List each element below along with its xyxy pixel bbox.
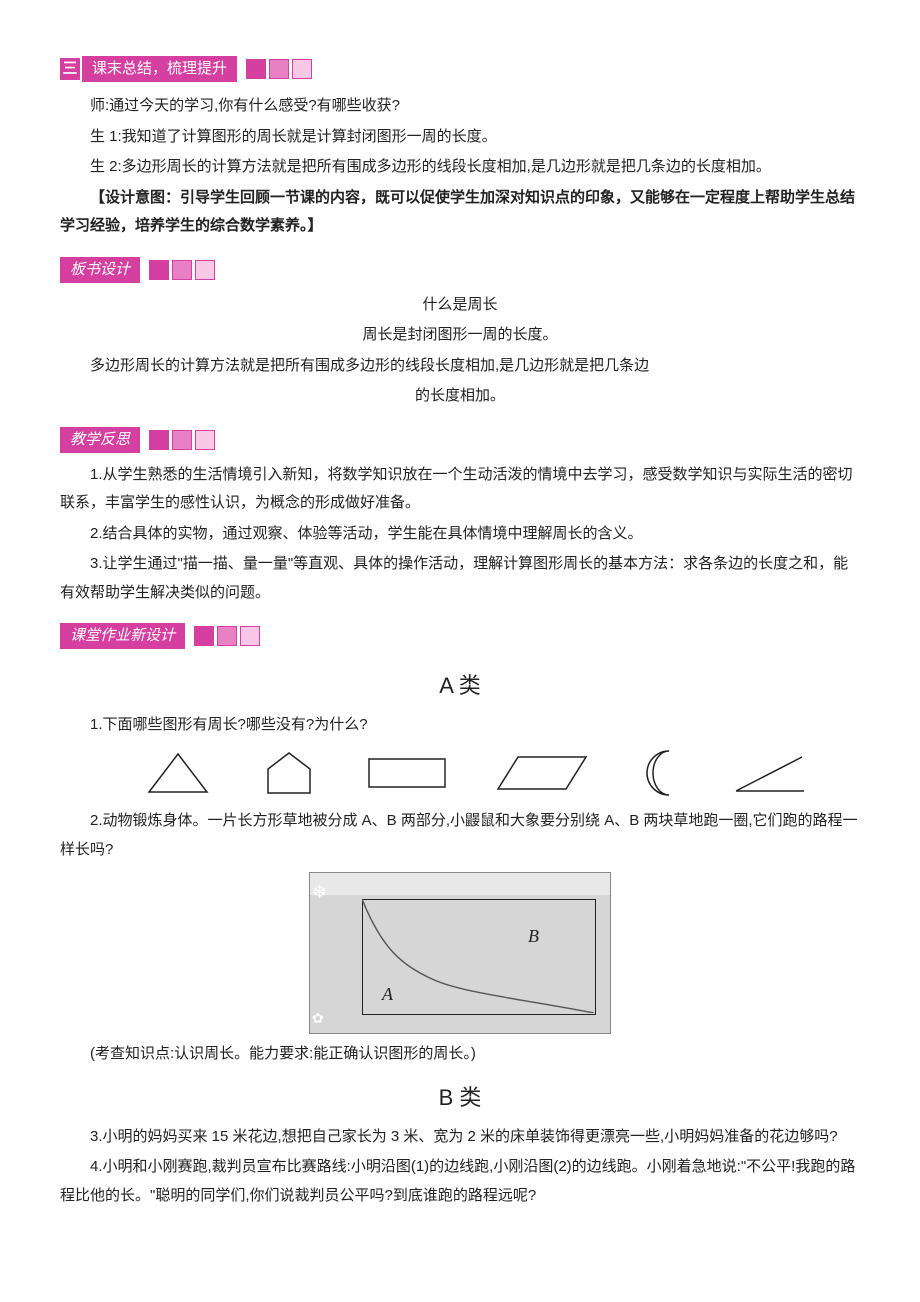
question-1: 1.下面哪些图形有周长?哪些没有?为什么? — [60, 711, 860, 740]
question-4: 4.小明和小刚赛跑,裁判员宣布比赛路线:小明沿图(1)的边线跑,小刚沿图(2)的… — [60, 1153, 860, 1210]
q2-diagram: ❄ ✿ A B — [309, 872, 611, 1034]
mini-header-reflection: 教学反思 — [60, 427, 215, 453]
mini-trail — [146, 260, 215, 280]
question-3: 3.小明的妈妈买来 15 米花边,想把自己家长为 3 米、宽为 2 米的床单装饰… — [60, 1123, 860, 1152]
dialog-s2: 生 2:多边形周长的计算方法就是把所有围成多边形的线段长度相加,是几边形就是把几… — [60, 153, 860, 182]
board-line2: 多边形周长的计算方法就是把所有围成多边形的线段长度相加,是几边形就是把几条边 — [60, 352, 860, 381]
board-line3: 的长度相加。 — [60, 382, 860, 411]
plant-icon: ✿ — [312, 1005, 324, 1032]
dialog-teacher: 师:通过今天的学习,你有什么感受?有哪些收获? — [60, 92, 860, 121]
section-header-summary: 三 课末总结，梳理提升 — [60, 56, 312, 82]
mini-label: 教学反思 — [60, 427, 140, 453]
reflection-p3: 3.让学生通过"描一描、量一量"等直观、具体的操作活动，理解计算图形周长的基本方… — [60, 550, 860, 607]
q2-diagram-wrap: ❄ ✿ A B — [60, 872, 860, 1034]
plant-icon: ❄ — [312, 875, 327, 909]
reflection-p2: 2.结合具体的实物，通过观察、体验等活动，学生能在具体情境中理解周长的含义。 — [60, 520, 860, 549]
design-note: 【设计意图：引导学生回顾一节课的内容，既可以促使学生加深对知识点的印象，又能够在… — [60, 184, 860, 241]
q2-label-a: A — [382, 977, 393, 1011]
shapes-row — [120, 747, 830, 799]
question-2: 2.动物锻炼身体。一片长方形草地被分成 A、B 两部分,小鼹鼠和大象要分别绕 A… — [60, 807, 860, 864]
shape-angle — [730, 751, 808, 795]
shape-crescent — [635, 747, 685, 799]
mini-trail — [191, 626, 260, 646]
section-label: 课末总结，梳理提升 — [82, 56, 237, 82]
exam-note: (考查知识点:认识周长。能力要求:能正确认识图形的周长。) — [60, 1040, 860, 1069]
mini-label: 板书设计 — [60, 257, 140, 283]
board-title: 什么是周长 — [60, 291, 860, 320]
q2-label-b: B — [528, 919, 539, 953]
shape-rectangle — [365, 753, 449, 793]
mini-header-board: 板书设计 — [60, 257, 215, 283]
mini-header-assignment: 课堂作业新设计 — [60, 623, 260, 649]
mini-label: 课堂作业新设计 — [60, 623, 185, 649]
shape-pentagon-house — [258, 749, 320, 797]
section-trail — [243, 59, 312, 79]
dialog-s1: 生 1:我知道了计算图形的周长就是计算封闭图形一周的长度。 — [60, 123, 860, 152]
reflection-p1: 1.从学生熟悉的生活情境引入新知，将数学知识放在一个生动活泼的情境中去学习，感受… — [60, 461, 860, 518]
group-b-title: B 类 — [60, 1077, 860, 1119]
board-line1: 周长是封闭图形一周的长度。 — [60, 321, 860, 350]
mini-trail — [146, 430, 215, 450]
q2-rect — [362, 899, 596, 1015]
shape-parallelogram — [494, 751, 590, 795]
group-a-title: A 类 — [60, 665, 860, 707]
shape-triangle — [143, 750, 213, 796]
section-icon: 三 — [60, 58, 80, 80]
